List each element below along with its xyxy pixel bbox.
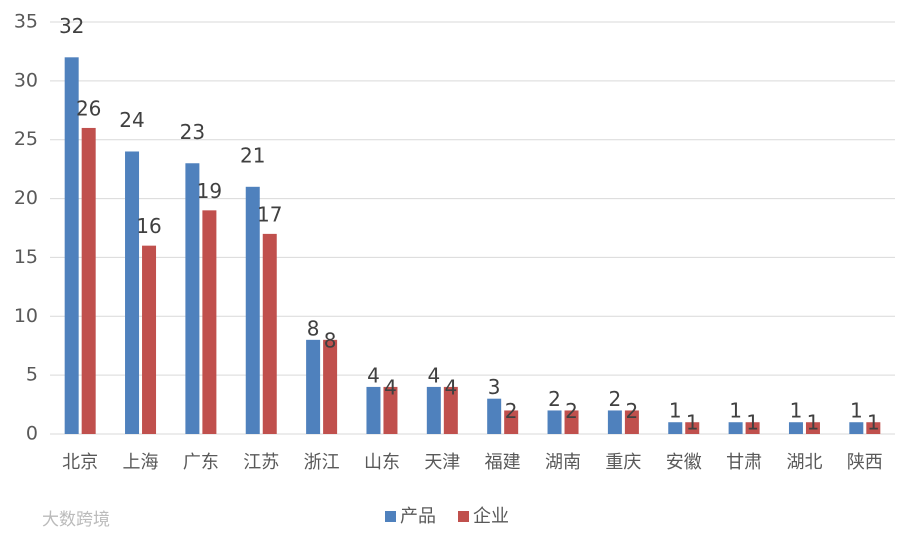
x-tick-label: 湖南 (545, 452, 581, 473)
x-tick-label: 安徽 (666, 452, 702, 473)
legend-label: 企业 (473, 506, 509, 527)
y-tick-label: 10 (14, 305, 38, 327)
data-label: 24 (119, 108, 144, 132)
data-label: 1 (790, 399, 803, 423)
data-label: 1 (746, 411, 759, 435)
data-label: 2 (609, 387, 622, 411)
data-label: 2 (505, 399, 518, 423)
y-tick-label: 0 (26, 423, 38, 445)
x-tick-label: 浙江 (304, 452, 340, 473)
data-label: 1 (686, 411, 699, 435)
bar (426, 386, 441, 434)
bar (306, 339, 321, 434)
x-tick-label: 广东 (183, 452, 219, 473)
y-tick-label: 35 (14, 11, 38, 33)
bar (383, 386, 398, 434)
data-label: 4 (384, 375, 397, 399)
bar (547, 410, 562, 434)
y-tick-label: 30 (14, 69, 38, 91)
bar (504, 410, 519, 434)
data-label: 8 (307, 316, 320, 340)
bar (624, 410, 639, 434)
x-tick-label: 天津 (424, 452, 460, 473)
bar (443, 386, 458, 434)
bar (745, 422, 760, 434)
legend-swatch (458, 511, 469, 522)
x-tick-label: 北京 (62, 452, 98, 473)
data-label: 23 (180, 120, 205, 144)
legend-label: 产品 (400, 506, 436, 527)
bar (366, 386, 381, 434)
y-tick-label: 20 (14, 187, 38, 209)
bar (866, 422, 881, 434)
x-tick-label: 上海 (123, 452, 159, 473)
data-label: 1 (807, 411, 820, 435)
x-tick-label: 湖北 (786, 452, 822, 473)
bar (202, 210, 217, 434)
data-label: 17 (257, 202, 282, 226)
data-label: 3 (488, 375, 501, 399)
bar (262, 233, 277, 434)
data-label: 26 (76, 96, 101, 120)
data-label: 16 (136, 214, 161, 238)
x-tick-label: 甘肃 (726, 452, 762, 473)
y-tick-label: 5 (26, 364, 38, 386)
x-tick-label: 重庆 (605, 452, 641, 473)
data-label: 4 (367, 363, 380, 387)
data-label: 2 (626, 399, 639, 423)
data-label: 1 (729, 399, 742, 423)
data-label: 2 (565, 399, 578, 423)
data-label: 2 (548, 387, 561, 411)
data-label: 19 (197, 179, 222, 203)
bar (142, 245, 157, 434)
bar (81, 127, 96, 434)
bar (125, 151, 140, 434)
data-label: 1 (669, 399, 682, 423)
data-label: 4 (444, 375, 457, 399)
bar (607, 410, 622, 434)
watermark: 大数跨境 (42, 510, 110, 530)
bar (487, 398, 502, 434)
bar (788, 422, 803, 434)
x-tick-label: 福建 (485, 452, 521, 473)
data-label: 1 (850, 399, 863, 423)
x-tick-label: 江苏 (243, 452, 279, 473)
bar (849, 422, 864, 434)
bar (323, 339, 338, 434)
data-label: 1 (867, 411, 880, 435)
data-label: 21 (240, 143, 265, 167)
data-label: 8 (324, 328, 337, 352)
bar (245, 186, 260, 434)
bar (668, 422, 683, 434)
y-tick-label: 15 (14, 246, 38, 268)
legend-swatch (385, 511, 396, 522)
x-tick-label: 陕西 (847, 452, 883, 473)
y-tick-label: 25 (14, 128, 38, 150)
bar (185, 163, 200, 434)
bar (805, 422, 820, 434)
data-label: 4 (427, 363, 440, 387)
bar (728, 422, 743, 434)
data-label: 32 (59, 14, 84, 38)
bar (564, 410, 579, 434)
x-tick-label: 山东 (364, 452, 400, 473)
bar (685, 422, 700, 434)
bar (64, 57, 79, 435)
